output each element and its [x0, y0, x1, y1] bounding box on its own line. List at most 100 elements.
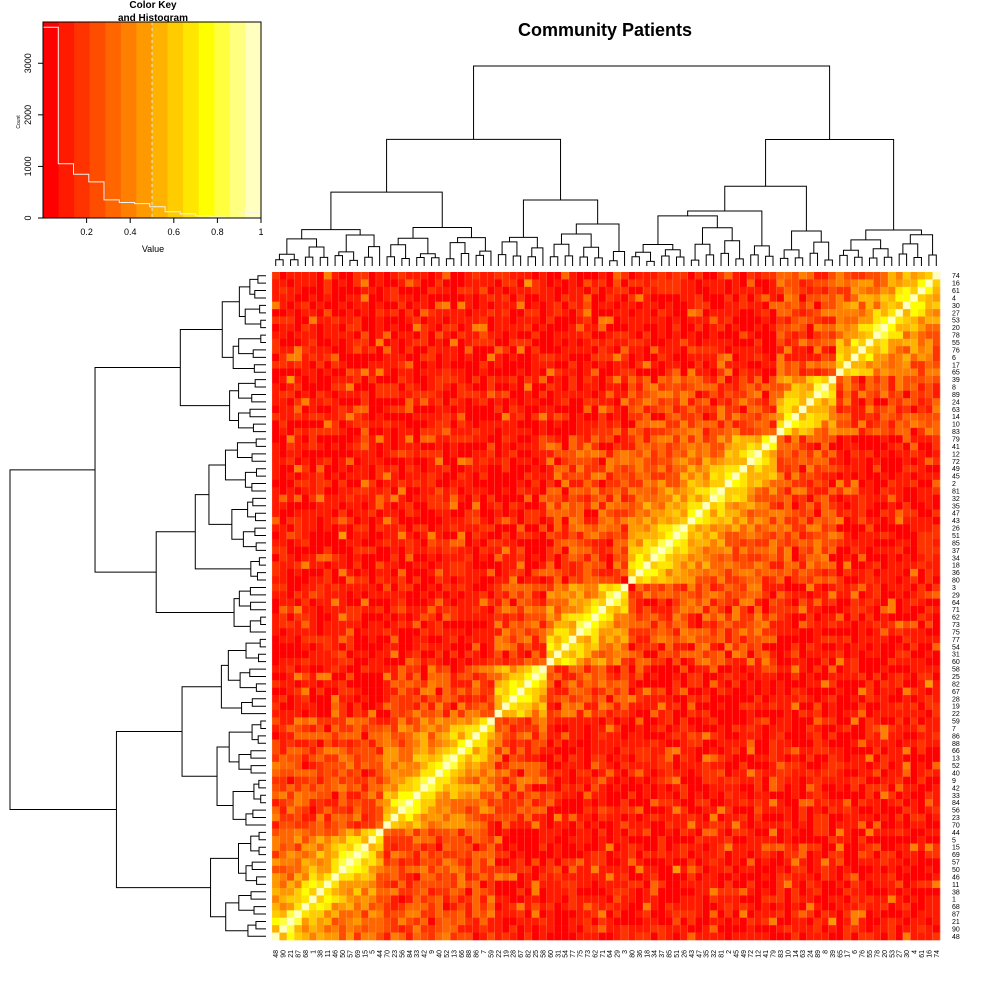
heatmap-cell	[754, 442, 763, 451]
heatmap-cell	[294, 502, 302, 510]
heatmap-cell	[635, 620, 644, 629]
heatmap-cell	[650, 338, 659, 347]
heatmap-cell	[717, 509, 726, 518]
heatmap-cell	[657, 509, 666, 518]
heatmap-cell	[680, 561, 688, 570]
heatmap-cell	[895, 643, 904, 651]
heatmap-cell	[583, 524, 592, 533]
heatmap-cell	[561, 479, 570, 488]
heatmap-cell	[524, 494, 533, 503]
heatmap-cell	[873, 568, 881, 577]
heatmap-cell	[747, 368, 755, 377]
heatmap-cell	[383, 509, 392, 518]
heatmap-cell	[761, 413, 770, 421]
heatmap-cell	[450, 643, 458, 651]
heatmap-cell	[509, 591, 518, 599]
heatmap-cell	[895, 420, 904, 429]
heatmap-cell	[888, 487, 896, 495]
heatmap-cell	[338, 479, 347, 488]
heatmap-cell	[279, 368, 288, 377]
heatmap-cell	[865, 487, 874, 495]
heatmap-cell	[665, 531, 674, 540]
heatmap-cell	[375, 576, 384, 585]
heatmap-cell	[598, 413, 607, 421]
heatmap-cell	[338, 613, 347, 622]
heatmap-cell	[709, 494, 718, 503]
heatmap-cell	[346, 390, 354, 399]
heatmap-cell	[606, 494, 614, 503]
heatmap-cell	[687, 539, 696, 547]
heatmap-cell	[361, 657, 369, 666]
heatmap-cell	[925, 294, 933, 302]
heatmap-cell	[910, 583, 919, 592]
heatmap-cell	[687, 457, 696, 466]
heatmap-cell	[798, 368, 807, 377]
heatmap-cell	[502, 442, 510, 451]
heatmap-cell	[643, 390, 651, 399]
heatmap-cell	[761, 591, 770, 599]
heatmap-cell	[769, 606, 778, 614]
heatmap-cell	[494, 509, 503, 518]
heatmap-cell	[383, 398, 392, 406]
heatmap-cell	[294, 561, 302, 570]
heatmap-cell	[836, 472, 844, 481]
heatmap-cell	[435, 338, 444, 347]
heatmap-cell	[776, 353, 785, 362]
heatmap-cell	[509, 353, 518, 362]
heatmap-cell	[932, 635, 941, 644]
heatmap-cell	[754, 279, 763, 288]
heatmap-cell	[464, 331, 473, 340]
heatmap-cell	[316, 591, 325, 599]
heatmap-cell	[724, 309, 733, 317]
heatmap-cell	[888, 479, 896, 488]
heatmap-cell	[828, 657, 837, 666]
heatmap-cell	[338, 524, 347, 533]
heatmap-cell	[613, 487, 622, 495]
heatmap-cell	[680, 294, 688, 302]
heatmap-cell	[769, 643, 778, 651]
heatmap-cell	[739, 494, 748, 503]
heatmap-cell	[368, 554, 377, 562]
heatmap-cell	[487, 346, 495, 354]
heatmap-cell	[309, 643, 317, 651]
heatmap-cell	[487, 591, 495, 599]
heatmap-cell	[717, 294, 726, 302]
heatmap-cell	[390, 457, 399, 466]
heatmap-cell	[709, 331, 718, 340]
heatmap-cell	[880, 279, 889, 288]
heatmap-cell	[769, 620, 778, 629]
heatmap-cell	[858, 561, 867, 570]
heatmap-cell	[858, 620, 867, 629]
heatmap-cell	[472, 487, 481, 495]
heatmap-cell	[709, 338, 718, 347]
heatmap-cell	[858, 591, 867, 599]
heatmap-cell	[346, 272, 354, 280]
heatmap-cell	[272, 628, 280, 636]
heatmap-cell	[620, 390, 629, 399]
heatmap-cell	[873, 613, 881, 622]
heatmap-cell	[917, 524, 926, 533]
heatmap-cell	[784, 420, 792, 429]
heatmap-cell	[375, 368, 384, 377]
heatmap-cell	[309, 620, 317, 629]
heatmap-cell	[873, 643, 881, 651]
heatmap-cell	[747, 301, 755, 310]
heatmap-cell	[784, 620, 792, 629]
heatmap-cell	[561, 516, 570, 525]
heatmap-cell	[301, 450, 310, 458]
heatmap-cell	[323, 591, 332, 599]
heatmap-cell	[910, 323, 919, 332]
heatmap-cell	[346, 398, 354, 406]
heatmap-cell	[398, 331, 406, 340]
heatmap-cell	[635, 516, 644, 525]
heatmap-cell	[657, 464, 666, 473]
heatmap-cell	[309, 375, 317, 384]
heatmap-cell	[435, 413, 444, 421]
heatmap-cell	[272, 524, 280, 533]
heatmap-cell	[828, 472, 837, 481]
heatmap-cell	[657, 524, 666, 533]
heatmap-cell	[427, 531, 436, 540]
heatmap-cell	[620, 427, 629, 436]
heatmap-cell	[331, 568, 340, 577]
heatmap-cell	[687, 309, 696, 317]
